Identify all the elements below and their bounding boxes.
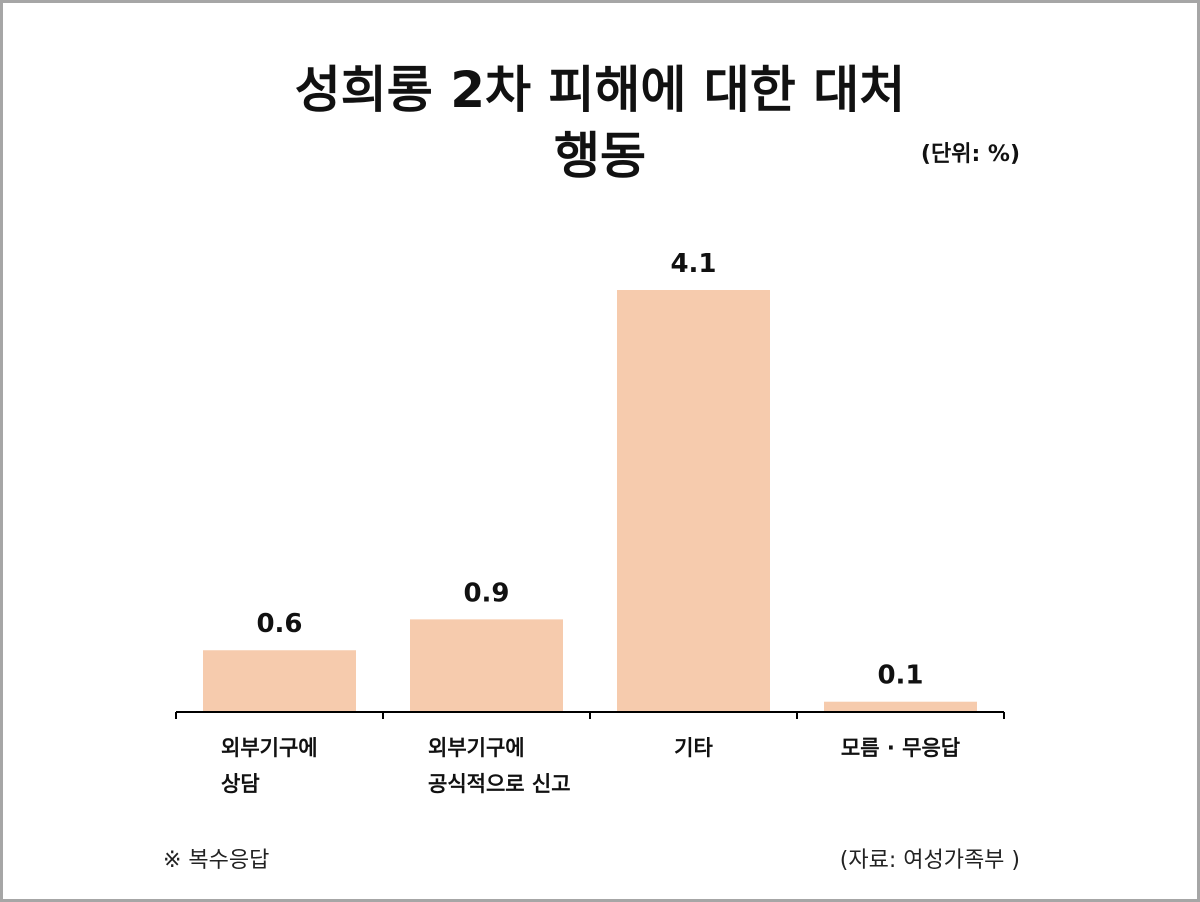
footnote-multiple-response: ※ 복수응답 — [163, 848, 270, 873]
category-label-2-0: 기타 — [674, 736, 713, 760]
chart-title-line2: 행동 — [554, 127, 646, 185]
category-label-1-0: 외부기구에 — [428, 736, 525, 760]
source-note: (자료: 여성가족부 ) — [839, 848, 1020, 873]
data-label-0: 0.6 — [256, 609, 302, 639]
data-label-3: 0.1 — [877, 661, 923, 691]
data-label-2: 4.1 — [670, 249, 716, 279]
category-label-3-0: 모름 · 무응답 — [841, 736, 960, 760]
category-label-0-0: 외부기구에 — [221, 736, 318, 760]
bar-0 — [203, 650, 356, 712]
category-label-0-1: 상담 — [221, 772, 260, 796]
chart-title-line1: 성희롱 2차 피해에 대한 대처 — [294, 61, 906, 119]
bar-1 — [410, 619, 563, 712]
data-label-1: 0.9 — [463, 578, 509, 608]
bar-3 — [824, 701, 977, 712]
unit-label: (단위: %) — [920, 142, 1020, 167]
category-label-1-1: 공식적으로 신고 — [428, 772, 571, 796]
bar-2 — [617, 290, 770, 712]
